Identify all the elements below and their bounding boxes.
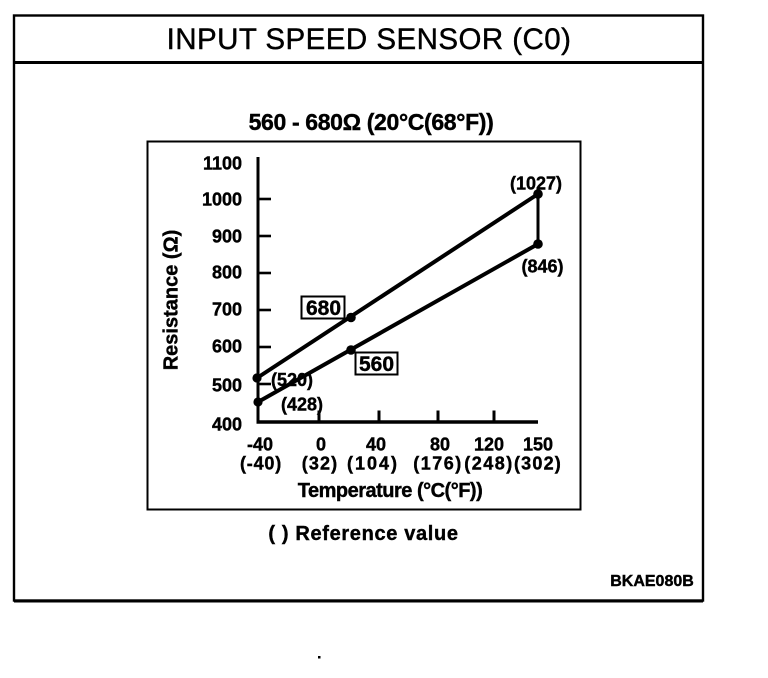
svg-text:800: 800 <box>212 263 242 283</box>
svg-text:Resistance (Ω): Resistance (Ω) <box>161 230 183 371</box>
svg-text:INPUT SPEED SENSOR (C0): INPUT SPEED SENSOR (C0) <box>167 23 572 56</box>
svg-text:(846): (846) <box>521 257 563 277</box>
svg-text:0: 0 <box>316 435 326 455</box>
svg-text:(32): (32) <box>302 454 338 474</box>
svg-text:BKAE080B: BKAE080B <box>610 573 694 590</box>
svg-text:(1027): (1027) <box>510 174 562 194</box>
svg-text:400: 400 <box>212 415 242 435</box>
svg-text:600: 600 <box>212 337 242 357</box>
svg-text:(428): (428) <box>281 395 323 415</box>
svg-text:560: 560 <box>359 353 394 376</box>
svg-text:(176): (176) <box>413 454 463 474</box>
svg-text:-40: -40 <box>247 435 273 455</box>
svg-text:(-40): (-40) <box>240 454 282 474</box>
svg-text:150: 150 <box>523 435 553 455</box>
svg-text:1100: 1100 <box>203 154 242 174</box>
svg-text:( ) Reference value: ( ) Reference value <box>268 523 458 545</box>
svg-text:900: 900 <box>212 227 242 247</box>
svg-text:80: 80 <box>430 435 450 455</box>
svg-text:500: 500 <box>212 376 242 396</box>
svg-text:680: 680 <box>306 297 341 320</box>
svg-text:Temperature (°C(°F)): Temperature (°C(°F)) <box>298 480 483 502</box>
svg-text:(520): (520) <box>271 370 313 390</box>
svg-text:700: 700 <box>212 300 242 320</box>
svg-text:(302): (302) <box>514 454 562 474</box>
svg-text:(248): (248) <box>464 454 514 474</box>
svg-text:560 - 680Ω (20°C(68°F)): 560 - 680Ω (20°C(68°F)) <box>249 109 494 135</box>
svg-text:40: 40 <box>366 435 386 455</box>
svg-text:120: 120 <box>474 435 504 455</box>
svg-text:(104): (104) <box>347 454 399 474</box>
svg-text:1000: 1000 <box>202 190 242 210</box>
